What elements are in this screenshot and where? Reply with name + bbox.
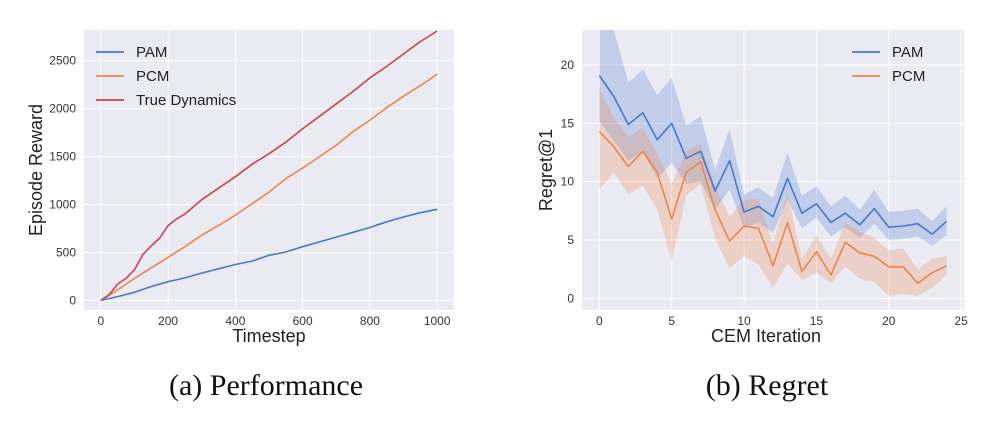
legend-label: PCM xyxy=(136,68,169,85)
plot-area xyxy=(84,30,454,310)
x-tick-label: 25 xyxy=(954,314,968,328)
x-tick-label: 600 xyxy=(293,314,313,328)
legend: PAM PCM xyxy=(852,44,925,85)
x-tick-label: 10 xyxy=(737,314,751,328)
y-axis-label: Regret@1 xyxy=(536,129,556,211)
y-tick-label: 1000 xyxy=(49,198,76,212)
y-tick-label: 1500 xyxy=(49,150,76,164)
x-tick-labels: 0 200 400 600 800 1000 xyxy=(97,314,450,328)
confidence-band xyxy=(599,88,947,296)
x-tick-label: 0 xyxy=(596,314,603,328)
series-line xyxy=(100,30,438,302)
y-tick-label: 15 xyxy=(561,116,575,130)
x-axis-label: CEM Iteration xyxy=(711,326,821,346)
x-tick-label: 800 xyxy=(360,314,380,328)
caption-b: (b) Regret xyxy=(706,369,829,402)
y-tick-label: 5 xyxy=(567,233,574,247)
series-line xyxy=(598,75,948,235)
legend-label: True Dynamics xyxy=(136,92,236,109)
y-tick-label: 500 xyxy=(56,245,76,259)
x-tick-label: 400 xyxy=(225,314,245,328)
chart-performance: 0 200 400 600 800 1000 0 500 1000 1500 2000 2500 T… xyxy=(26,30,454,346)
series-layer xyxy=(598,30,948,296)
series-line xyxy=(598,130,947,285)
y-tick-label: 20 xyxy=(561,58,575,72)
x-tick-label: 1000 xyxy=(424,314,451,328)
legend-label: PAM xyxy=(136,44,167,61)
series-line xyxy=(100,73,438,302)
y-tick-label: 2500 xyxy=(49,54,76,68)
series-layer xyxy=(100,30,438,302)
y-tick-labels: 0 5 10 15 20 xyxy=(561,58,575,305)
legend-label: PCM xyxy=(892,68,925,85)
x-tick-labels: 0 5 10 15 20 25 xyxy=(596,314,968,328)
y-tick-label: 0 xyxy=(69,293,76,307)
chart-regret: 0 5 10 15 20 25 0 5 10 15 20 CEM Iteration Regret… xyxy=(536,30,968,346)
x-tick-label: 20 xyxy=(882,314,896,328)
y-tick-labels: 0 500 1000 1500 2000 2500 xyxy=(49,54,76,308)
x-axis-label: Timestep xyxy=(232,326,305,346)
x-tick-label: 5 xyxy=(668,314,675,328)
x-tick-label: 15 xyxy=(810,314,824,328)
y-axis-label: Episode Reward xyxy=(26,104,46,236)
x-tick-label: 200 xyxy=(158,314,178,328)
series-line xyxy=(100,208,438,302)
legend: PAM PCM True Dynamics xyxy=(96,44,236,109)
caption-a: (a) Performance xyxy=(169,369,363,402)
legend-label: PAM xyxy=(892,44,923,61)
y-tick-label: 10 xyxy=(561,175,575,189)
y-tick-label: 2000 xyxy=(49,102,76,116)
x-tick-label: 0 xyxy=(97,314,104,328)
y-tick-label: 0 xyxy=(567,291,574,305)
